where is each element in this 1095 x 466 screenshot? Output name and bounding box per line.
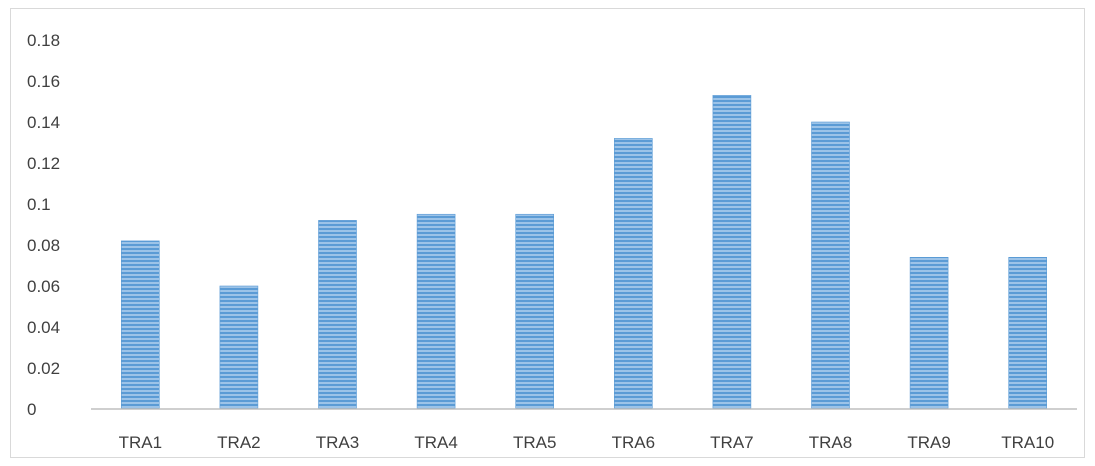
x-tick-label: TRA2 [217,433,260,452]
y-tick-label: 0.16 [27,72,60,91]
x-tick-label: TRA8 [809,433,852,452]
x-tick-label: TRA5 [513,433,556,452]
x-axis-ticks: TRA1 TRA2 TRA3 TRA4 TRA5 TRA6 TRA7 TRA8 TRA9 TRA1… [119,433,1055,452]
y-tick-label: 0.18 [27,31,60,50]
x-tick-label: TRA7 [710,433,753,452]
bars [121,95,1048,410]
x-tick-label: TRA3 [316,433,359,452]
bar-tra3 [318,220,357,410]
y-tick-label: 0.12 [27,154,60,173]
x-tick-label: TRA9 [907,433,950,452]
bar-tra10 [1008,256,1048,410]
bar-tra9 [909,256,949,410]
y-tick-label: 0.04 [27,318,60,337]
bar-tra6 [613,138,653,410]
bar-tra4 [416,213,456,410]
bar-tra1 [121,240,160,410]
bar-tra8 [811,121,850,410]
bar-tra2 [219,285,259,410]
bar-tra5 [515,213,555,410]
bar-tra7 [712,95,752,410]
y-tick-label: 0 [27,400,36,419]
y-tick-label: 0.1 [27,195,51,214]
x-tick-label: TRA4 [414,433,457,452]
y-tick-label: 0.08 [27,236,60,255]
y-tick-label: 0.02 [27,359,60,378]
x-tick-label: TRA1 [119,433,162,452]
y-tick-label: 0.14 [27,113,60,132]
y-axis-ticks: 0 0.02 0.04 0.06 0.08 0.1 0.12 0.14 0.16 0.18 [27,31,60,419]
x-tick-label: TRA6 [612,433,655,452]
x-tick-label: TRA10 [1001,433,1054,452]
y-tick-label: 0.06 [27,277,60,296]
